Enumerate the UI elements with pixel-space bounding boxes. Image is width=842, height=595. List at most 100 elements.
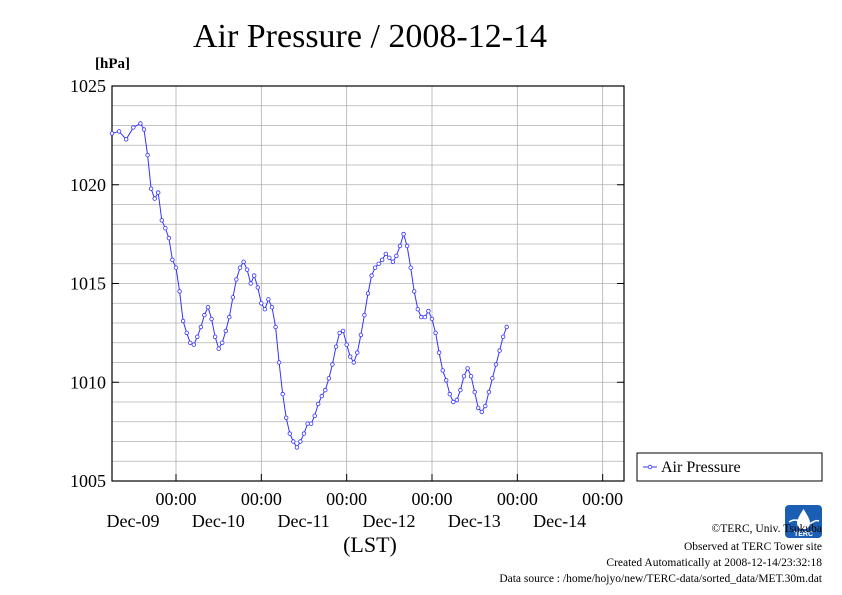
data-point [330, 362, 335, 367]
footer-observed: Observed at TERC Tower site [684, 541, 822, 553]
x-tick-time-label: 00:00 [241, 489, 282, 509]
data-point [355, 350, 360, 355]
x-tick-day-label: Dec-11 [278, 511, 330, 531]
data-point [333, 344, 339, 349]
data-point [262, 307, 268, 312]
data-point [465, 366, 470, 371]
data-point [412, 289, 417, 294]
data-point [219, 340, 225, 345]
data-point [447, 391, 452, 397]
data-point [227, 314, 232, 320]
data-point [490, 376, 495, 381]
data-point [305, 421, 310, 426]
series-line [111, 122, 508, 449]
data-point [433, 330, 438, 336]
data-point [380, 257, 385, 262]
data-point [116, 129, 122, 134]
series-air-pressure [109, 121, 509, 450]
y-tick-label: 1005 [70, 471, 106, 491]
x-tick-time-label: 00:00 [497, 489, 538, 509]
data-point [276, 360, 282, 365]
data-point [344, 342, 349, 347]
data-point [429, 316, 435, 322]
data-point [109, 131, 115, 136]
data-point [479, 409, 484, 415]
data-point [173, 265, 179, 270]
data-point [138, 121, 143, 126]
data-point [216, 346, 221, 351]
data-point [273, 324, 278, 330]
data-point [390, 259, 396, 264]
data-point [287, 431, 292, 436]
data-point [369, 273, 374, 278]
footer-copyright: ©TERC, Univ. Tsukuba [712, 523, 822, 535]
x-tick-day-label: Dec-10 [192, 511, 245, 531]
x-axis: 00:00Dec-0900:00Dec-1000:00Dec-1100:00De… [107, 474, 623, 531]
y-tick-label: 1015 [70, 274, 106, 294]
data-point [394, 253, 399, 259]
data-point [230, 295, 236, 300]
data-point [319, 393, 324, 399]
data-point [248, 281, 253, 286]
legend: Air Pressure [636, 452, 823, 482]
y-tick-label: 1020 [70, 175, 106, 195]
data-point [187, 340, 193, 345]
data-point [458, 387, 463, 393]
x-tick-time-label: 00:00 [582, 489, 623, 509]
y-tick-label: 1010 [70, 372, 106, 392]
data-point [444, 378, 449, 383]
y-tick-label: 1025 [70, 76, 106, 96]
x-tick-time-label: 00:00 [326, 489, 367, 509]
data-point [177, 289, 182, 294]
data-point [123, 137, 129, 142]
data-point [426, 308, 431, 314]
data-point [294, 445, 300, 450]
data-point [308, 421, 314, 426]
data-point [259, 301, 264, 306]
data-point [436, 350, 442, 355]
data-point [223, 328, 228, 334]
legend-label: Air Pressure [661, 459, 741, 476]
data-point [251, 273, 257, 278]
data-point [397, 243, 403, 249]
data-point [148, 186, 154, 191]
data-point [323, 387, 328, 393]
data-point [255, 285, 260, 290]
data-point [454, 397, 460, 403]
data-point [493, 362, 499, 367]
data-point [316, 401, 321, 407]
data-point [269, 305, 275, 310]
data-point [365, 291, 371, 296]
data-point [337, 330, 342, 336]
data-point [291, 439, 296, 444]
logo-text: TERC [794, 531, 813, 538]
legend-box [636, 452, 823, 482]
data-point [497, 348, 502, 353]
data-point [184, 330, 189, 336]
y-axis: 1005 1010 1015 1020 1025 [70, 76, 624, 491]
data-point [401, 231, 406, 237]
data-point [241, 259, 246, 264]
data-point [131, 125, 136, 130]
data-point [141, 127, 147, 132]
data-point [340, 328, 346, 334]
x-tick-day-label: Dec-14 [533, 511, 586, 531]
data-point [387, 255, 392, 260]
legend-marker [647, 464, 653, 470]
x-tick-time-label: 00:00 [155, 489, 196, 509]
data-point [326, 376, 332, 381]
data-point [301, 431, 307, 436]
data-point [372, 265, 378, 270]
data-point [237, 265, 243, 270]
data-point [476, 405, 481, 411]
data-point [358, 332, 364, 338]
x-axis-label: (LST) [343, 532, 397, 557]
data-point [244, 267, 250, 272]
data-point [472, 389, 477, 395]
data-point [298, 439, 303, 444]
data-point [383, 251, 388, 257]
data-point [266, 297, 271, 302]
data-point [202, 312, 207, 318]
data-point [205, 305, 211, 310]
